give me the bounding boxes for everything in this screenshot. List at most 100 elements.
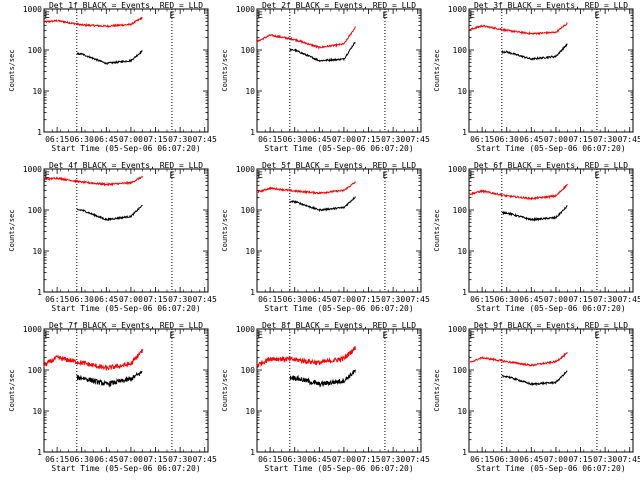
chart-panel-8: Det 8f BLACK = Events, RED = LLD 1 10 100 10…: [221, 321, 430, 473]
y-tick-label: 1: [250, 448, 255, 457]
x-axis-label: Start Time (05-Sep-06 06:07:20): [476, 464, 625, 473]
x-tick-label: 06:45: [519, 295, 543, 304]
x-tick-label: 07:45: [406, 295, 430, 304]
events-series-line: [76, 50, 143, 65]
y-tick-label: 1: [462, 128, 467, 137]
x-tick-label: 07:15: [568, 455, 592, 464]
x-tick-label: 07:00: [119, 295, 143, 304]
x-tick-label: 07:00: [544, 455, 568, 464]
x-tick-label: 07:15: [143, 135, 167, 144]
x-tick-label: 07:30: [168, 135, 192, 144]
events-series-line: [501, 204, 568, 223]
axes-frame: [256, 168, 422, 293]
axes-frame: [256, 328, 422, 453]
x-axis-label: Start Time (05-Sep-06 06:07:20): [476, 144, 625, 153]
axes-frame: [43, 328, 209, 453]
x-tick-label: 07:30: [593, 455, 617, 464]
y-tick-label: 100: [28, 206, 43, 215]
chart-panel-1: Det 1f BLACK = Events, RED = LLD 1 10 100 10…: [8, 1, 217, 153]
y-tick-label: 100: [241, 206, 256, 215]
x-tick-label: 07:00: [119, 455, 143, 464]
y-tick-label: 100: [453, 366, 468, 375]
axes-frame: [256, 8, 422, 133]
events-series-line: [501, 43, 568, 61]
events-series-line: [76, 370, 143, 388]
event-marker: E: [469, 331, 474, 341]
x-axis-label: Start Time (05-Sep-06 06:07:20): [476, 304, 625, 313]
x-tick-label: 07:00: [332, 455, 356, 464]
lld-series-line: [43, 348, 143, 371]
y-tick-label: 100: [28, 46, 43, 55]
x-tick-label: 07:45: [618, 135, 640, 144]
y-tick-label: 1000: [23, 5, 42, 14]
x-tick-label: 07:15: [568, 135, 592, 144]
y-tick-label: 10: [245, 407, 255, 416]
y-tick-label: 1: [37, 288, 42, 297]
x-tick-label: 07:45: [193, 455, 217, 464]
event-marker: E: [382, 11, 387, 21]
y-tick-label: 1000: [23, 165, 42, 174]
lld-series-line: [468, 183, 568, 201]
y-tick-label: 1000: [448, 165, 467, 174]
events-series-line: [289, 41, 356, 63]
x-tick-label: 06:30: [495, 455, 519, 464]
x-tick-label: 06:30: [70, 455, 94, 464]
lld-series-line: [43, 175, 143, 187]
y-tick-label: 10: [245, 247, 255, 256]
lld-series-line: [256, 181, 356, 196]
x-tick-label: 07:30: [381, 135, 405, 144]
x-tick-label: 07:00: [332, 295, 356, 304]
x-tick-label: 06:30: [283, 135, 307, 144]
event-marker: E: [44, 331, 49, 341]
x-tick-label: 07:30: [593, 135, 617, 144]
x-tick-label: 07:00: [544, 135, 568, 144]
x-tick-label: 06:45: [94, 135, 118, 144]
y-tick-label: 10: [457, 247, 467, 256]
y-axis-label: Counts/sec: [433, 209, 441, 251]
x-tick-label: 07:30: [168, 455, 192, 464]
y-tick-label: 100: [241, 366, 256, 375]
chart-title: Det 2f BLACK = Events, RED = LLD: [262, 1, 416, 10]
event-marker: E: [257, 171, 262, 181]
y-tick-label: 10: [457, 407, 467, 416]
y-axis-label: Counts/sec: [8, 49, 16, 91]
y-tick-label: 1: [250, 288, 255, 297]
chart-title: Det 5f BLACK = Events, RED = LLD: [262, 161, 416, 170]
y-tick-label: 100: [453, 206, 468, 215]
chart-title: Det 6f BLACK = Events, RED = LLD: [474, 161, 628, 170]
x-tick-label: 06:45: [519, 135, 543, 144]
y-axis-label: Counts/sec: [221, 49, 229, 91]
x-tick-label: 06:45: [307, 295, 331, 304]
event-marker: E: [257, 11, 262, 21]
x-tick-label: 07:00: [544, 295, 568, 304]
chart-panel-4: Det 4f BLACK = Events, RED = LLD 1 10 100 10…: [8, 161, 217, 313]
chart-title: Det 3f BLACK = Events, RED = LLD: [474, 1, 628, 10]
chart-panel-7: Det 7f BLACK = Events, RED = LLD 1 10 100 10…: [8, 321, 217, 473]
y-axis-label: Counts/sec: [8, 209, 16, 251]
x-tick-label: 07:45: [193, 135, 217, 144]
events-series-line: [76, 204, 143, 222]
chart-panel-3: Det 3f BLACK = Events, RED = LLD 1 10 100 10…: [433, 1, 640, 153]
event-marker: E: [469, 171, 474, 181]
x-tick-label: 07:30: [381, 295, 405, 304]
y-tick-label: 10: [32, 247, 42, 256]
chart-panel-9: Det 9f BLACK = Events, RED = LLD 1 10 100 10…: [433, 321, 640, 473]
x-tick-label: 07:45: [406, 455, 430, 464]
y-axis-label: Counts/sec: [433, 49, 441, 91]
events-series-line: [289, 369, 356, 388]
event-marker: E: [594, 11, 599, 21]
x-tick-label: 06:15: [470, 455, 494, 464]
y-tick-label: 1: [462, 448, 467, 457]
x-tick-label: 06:15: [470, 135, 494, 144]
x-tick-label: 06:45: [519, 455, 543, 464]
axes-frame: [468, 328, 634, 453]
x-tick-label: 06:45: [94, 295, 118, 304]
lld-series-line: [43, 16, 143, 28]
chart-panel-5: Det 5f BLACK = Events, RED = LLD 1 10 100 10…: [221, 161, 430, 313]
y-tick-label: 10: [245, 87, 255, 96]
axes-frame: [468, 168, 634, 293]
event-marker: E: [257, 331, 262, 341]
x-tick-label: 06:15: [45, 135, 69, 144]
x-axis-label: Start Time (05-Sep-06 06:07:20): [51, 144, 200, 153]
events-series-line: [501, 370, 568, 387]
